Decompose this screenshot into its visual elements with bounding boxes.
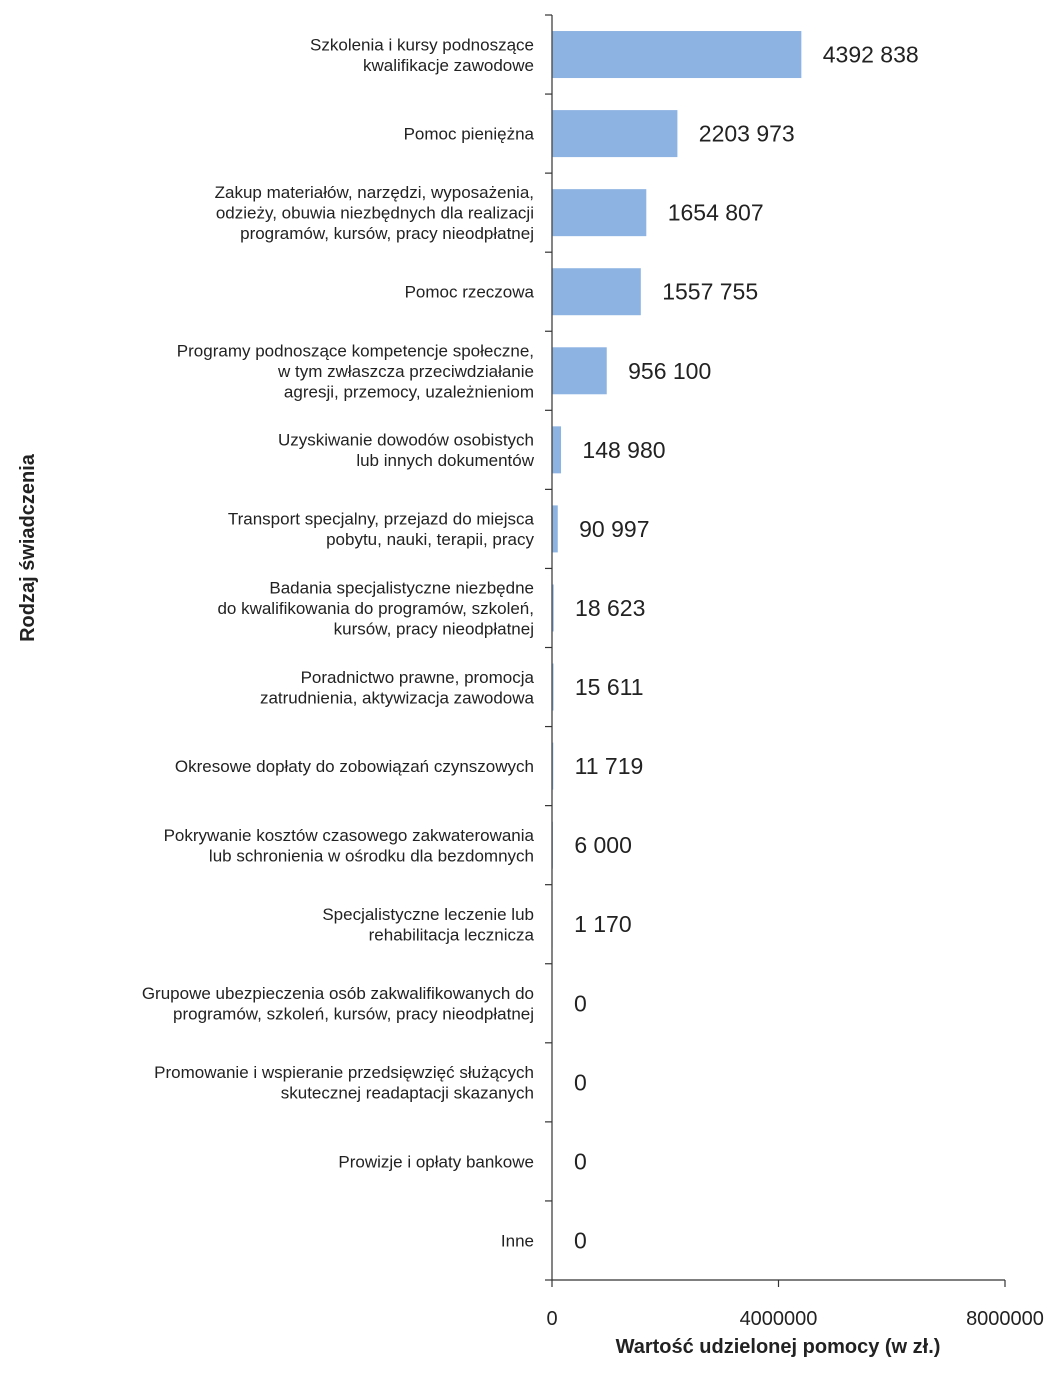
data-label: 90 997 (579, 516, 649, 542)
data-label: 18 623 (575, 595, 645, 621)
category-label: Transport specjalny, przejazd do miejsca… (228, 510, 535, 550)
category-label: Programy podnoszące kompetencje społeczn… (177, 341, 534, 401)
y-axis-title: Rodzaj świadczenia (17, 453, 39, 642)
category-label: Pomoc rzeczowa (405, 283, 535, 302)
data-label: 0 (574, 990, 587, 1016)
bar (552, 110, 678, 158)
data-label: 0 (574, 1227, 587, 1253)
category-labels-group: Szkolenia i kursy podnoszące kwalifikacje… (142, 35, 535, 1250)
bar (552, 426, 562, 474)
category-label: Poradnictwo prawne, promocja zatrudnienia… (260, 668, 535, 708)
data-labels-group: 4392 838 2203 973 1654 807 1557 755 956 100 1… (574, 42, 919, 1254)
bars-group (552, 31, 802, 948)
bar (552, 663, 554, 711)
data-label: 148 980 (582, 437, 665, 463)
x-axis-title: Wartość udzielonej pomocy (w zł.) (616, 1336, 941, 1358)
x-tick-label: 0 (546, 1308, 557, 1330)
bar (552, 742, 554, 790)
data-label: 956 100 (628, 358, 711, 384)
data-label: 0 (574, 1148, 587, 1174)
data-label: 1 170 (574, 911, 632, 937)
bar (552, 347, 607, 395)
category-label: Uzyskiwanie dowodów osobistych lub innych… (278, 431, 535, 471)
data-label: 1557 755 (662, 279, 758, 305)
category-label: Pokrywanie kosztów czasowego zakwaterowa… (164, 826, 535, 866)
data-label: 4392 838 (823, 42, 919, 68)
x-tick-label: 4000000 (740, 1308, 818, 1330)
data-label: 15 611 (575, 674, 644, 700)
bar (552, 505, 558, 553)
category-label: Pomoc pieniężna (404, 125, 535, 144)
category-label: Grupowe ubezpieczenia osób zakwalifikowa… (142, 984, 534, 1024)
bar (552, 584, 554, 632)
category-label: Specjalistyczne leczenie lub rehabilitacj… (322, 905, 534, 945)
category-label: Inne (501, 1231, 534, 1250)
data-label: 2203 973 (699, 121, 795, 147)
x-ticks-group: 0 4000000 8000000 (546, 1280, 1044, 1330)
bar (552, 189, 647, 237)
category-label: Okresowe dopłaty do zobowiązań czynszowy… (175, 757, 534, 776)
y-ticks-group (545, 14, 552, 1281)
data-label: 0 (574, 1069, 587, 1095)
category-label: Zakup materiałów, narzędzi, wyposażenia,… (215, 183, 534, 243)
data-label: 1654 807 (668, 200, 764, 226)
x-tick-label: 8000000 (966, 1308, 1044, 1330)
category-label: Promowanie i wspieranie przedsięwzięć sł… (154, 1063, 534, 1103)
category-label: Badania specjalistyczne niezbędne do kwal… (217, 578, 534, 638)
category-label: Szkolenia i kursy podnoszące kwalifikacje… (310, 35, 534, 75)
data-label: 11 719 (575, 753, 644, 779)
bar (552, 268, 641, 316)
data-label: 6 000 (574, 832, 632, 858)
bar (552, 31, 802, 79)
category-label: Prowizje i opłaty bankowe (338, 1152, 534, 1171)
